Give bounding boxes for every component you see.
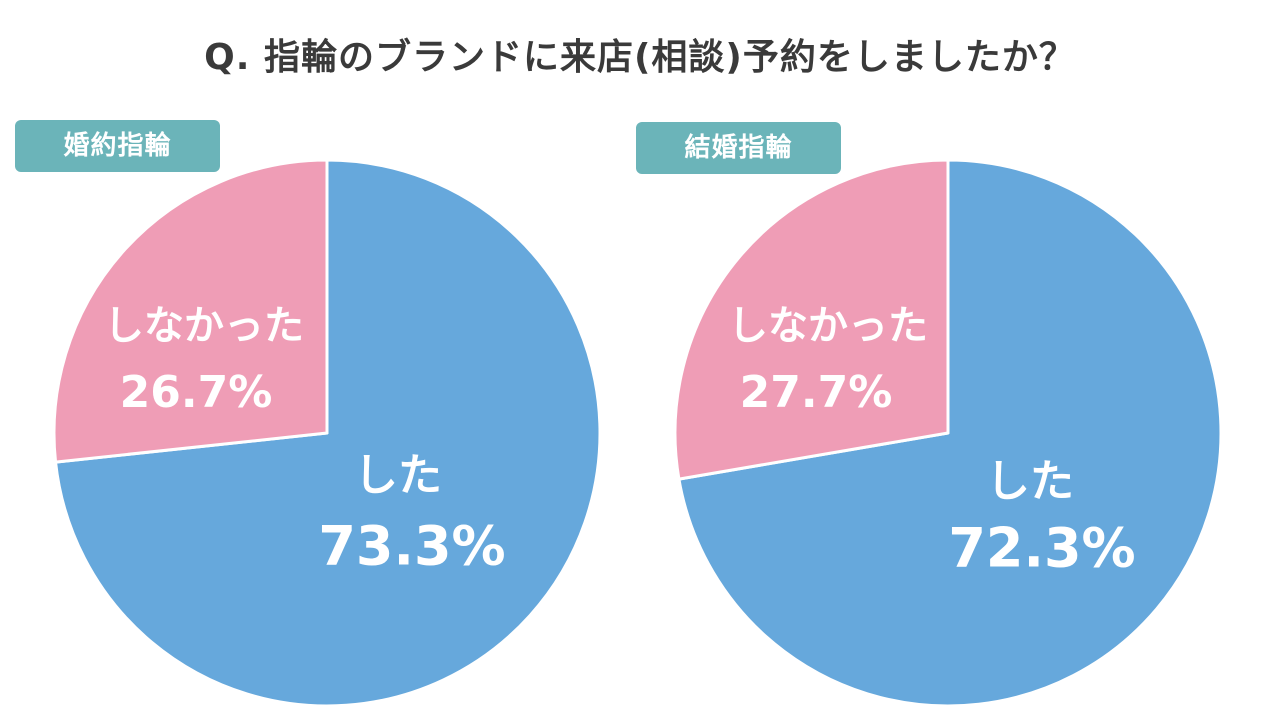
slice-value-did-not: 26.7% bbox=[120, 367, 273, 418]
chart-title: Q. 指輪のブランドに来店(相談)予約をしましたか？ bbox=[204, 37, 1076, 78]
pie-wedding-ring: した 72.3% しなかった 27.7% bbox=[673, 158, 1223, 708]
pie-slice-did-not bbox=[673, 158, 950, 481]
slice-label-did-not: しなかった bbox=[728, 303, 928, 349]
pie-slice-did bbox=[677, 158, 1223, 708]
slice-label-did-not: しなかった bbox=[104, 303, 304, 349]
pie-engagement-ring: した 73.3% しなかった 26.7% bbox=[52, 158, 602, 708]
slice-value-did-not: 27.7% bbox=[740, 367, 893, 418]
tag-engagement-ring: 婚約指輪 bbox=[15, 120, 220, 172]
slice-label-did: した bbox=[986, 456, 1074, 507]
slice-value-did: 73.3% bbox=[318, 515, 505, 578]
slice-value-did: 72.3% bbox=[948, 517, 1135, 580]
tag-wedding-ring: 結婚指輪 bbox=[636, 122, 841, 174]
pie-slice-did-not bbox=[52, 158, 329, 464]
slice-label-did: した bbox=[354, 450, 442, 501]
